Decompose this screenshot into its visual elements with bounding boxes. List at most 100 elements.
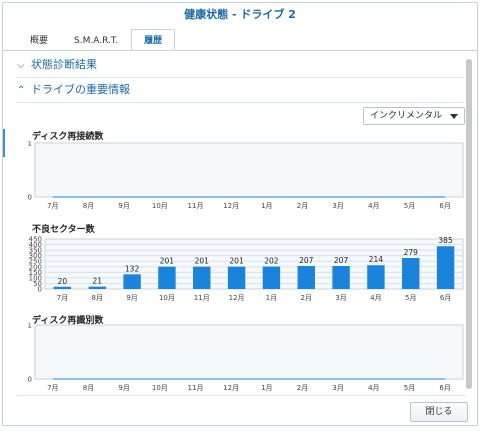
plot-area (44, 238, 464, 290)
chart-reidentify: 0 1 7月 8月 9月 10月 11月 12月 1月 2月 3月 4月 5月 6月 (28, 323, 464, 392)
chart-title-reidentify: ディスク再識別数 (32, 316, 104, 326)
y-tick-label: 100 (29, 274, 42, 282)
data-label: 214 (369, 255, 384, 264)
section-diagnosis-label: 状態診断結果 (31, 58, 97, 71)
x-tick-label: 9月 (118, 202, 129, 210)
x-tick-label: 10月 (152, 202, 168, 210)
tab-history[interactable]: 履歴 (131, 29, 176, 51)
data-label: 21 (92, 277, 102, 286)
x-tick-label: 11月 (194, 294, 210, 302)
bar (436, 246, 455, 289)
tab-smart[interactable]: S.M.A.R.T. (74, 36, 119, 46)
bar (88, 286, 106, 289)
x-tick-label: 6月 (439, 384, 450, 392)
plot-area (34, 142, 464, 198)
y-tick-label: 0 (28, 194, 32, 202)
section-divider (17, 77, 463, 78)
y-tick-label: 350 (29, 247, 42, 255)
x-tick-label: 6月 (439, 202, 450, 210)
data-label: 201 (195, 257, 210, 266)
plot-area (34, 324, 464, 380)
data-label: 201 (229, 257, 244, 266)
y-tick-label: 200 (29, 263, 42, 271)
tab-bar: 概要 S.M.A.R.T. 履歴 (17, 29, 176, 51)
data-label: 279 (404, 248, 419, 257)
x-tick-label: 8月 (83, 384, 94, 392)
data-label: 201 (160, 257, 175, 266)
chevron-up-icon: ⌃ (17, 85, 26, 96)
y-tick-label: 400 (29, 241, 42, 249)
health-dialog: 健康状態 - ドライブ 2 概要 S.M.A.R.T. 履歴 ⌵ 状態診断結果 ⌃… (2, 2, 478, 426)
scrollbar-thumb[interactable] (466, 59, 472, 389)
data-label: 207 (299, 256, 314, 265)
bar (123, 274, 141, 289)
bar (53, 286, 72, 289)
x-tick-label: 12月 (223, 202, 239, 210)
data-label: 20 (58, 277, 68, 286)
bar (158, 266, 176, 289)
close-button[interactable]: 閉じる (410, 402, 468, 422)
x-tick-label: 3月 (335, 294, 346, 302)
x-tick-label: 12月 (229, 294, 245, 302)
footer-divider (17, 395, 467, 396)
x-tick-label: 1月 (261, 202, 272, 210)
x-tick-label: 10月 (152, 384, 168, 392)
y-tick-label: 1 (28, 323, 32, 330)
x-tick-label: 1月 (261, 384, 272, 392)
x-tick-label: 4月 (368, 202, 379, 210)
x-tick-label: 4月 (370, 294, 381, 302)
bar (297, 266, 315, 289)
x-tick-label: 7月 (47, 202, 58, 210)
x-tick-label: 5月 (405, 294, 416, 302)
x-tick-label: 1月 (266, 294, 277, 302)
y-tick-label: 250 (29, 258, 42, 266)
chart-reconnect: 0 1 7月 8月 9月 10月 11月 12月 1月 2月 3月 4月 5月 6月 (28, 141, 464, 210)
section-divider (17, 102, 463, 103)
x-tick-label: 10月 (159, 294, 175, 302)
caret-down-icon (450, 114, 458, 119)
x-tick-label: 12月 (223, 384, 239, 392)
x-tick-label: 8月 (92, 294, 103, 302)
data-label: 132 (125, 264, 140, 273)
tab-overview[interactable]: 概要 (30, 36, 49, 46)
x-tick-label: 2月 (297, 384, 308, 392)
window-title: 健康状態 - ドライブ 2 (184, 8, 296, 21)
bar (332, 266, 350, 289)
x-tick-label: 4月 (368, 384, 379, 392)
chart-title-reconnect: ディスク再接続数 (32, 132, 104, 142)
section-important-info[interactable]: ⌃ ドライブの重要情報 (17, 80, 130, 100)
y-tick-label: 50 (33, 280, 42, 288)
y-tick-label: 150 (29, 269, 42, 277)
x-tick-label: 5月 (404, 384, 415, 392)
left-accent-marker (3, 129, 5, 157)
x-tick-label: 7月 (57, 294, 68, 302)
x-tick-label: 2月 (301, 294, 312, 302)
x-tick-label: 3月 (332, 202, 343, 210)
bar (367, 265, 385, 289)
data-label: 385 (438, 236, 453, 245)
x-tick-label: 5月 (404, 202, 415, 210)
y-tick-label: 300 (29, 252, 42, 260)
bar (402, 258, 420, 289)
data-label: 207 (334, 256, 349, 265)
tab-divider (3, 50, 477, 51)
section-diagnosis[interactable]: ⌵ 状態診断結果 (17, 55, 97, 75)
mode-select[interactable]: インクリメンタル (363, 107, 465, 125)
x-tick-label: 2月 (297, 202, 308, 210)
x-tick-label: 11月 (188, 384, 204, 392)
y-tick-label: 0 (38, 286, 42, 294)
x-tick-label: 9月 (126, 294, 137, 302)
bar (193, 266, 211, 289)
chart-title-bad-sectors: 不良セクター数 (32, 225, 95, 235)
x-tick-label: 8月 (83, 202, 94, 210)
chevron-down-icon: ⌵ (17, 60, 25, 71)
y-tick-label: 450 (29, 236, 42, 244)
mode-select-value: インクリメンタル (370, 111, 443, 121)
data-label: 202 (264, 257, 279, 266)
x-tick-label: 9月 (118, 384, 129, 392)
x-tick-label: 3月 (332, 384, 343, 392)
x-tick-label: 7月 (47, 384, 58, 392)
bar (262, 266, 281, 289)
bar (227, 266, 246, 289)
x-tick-label: 11月 (188, 202, 204, 210)
